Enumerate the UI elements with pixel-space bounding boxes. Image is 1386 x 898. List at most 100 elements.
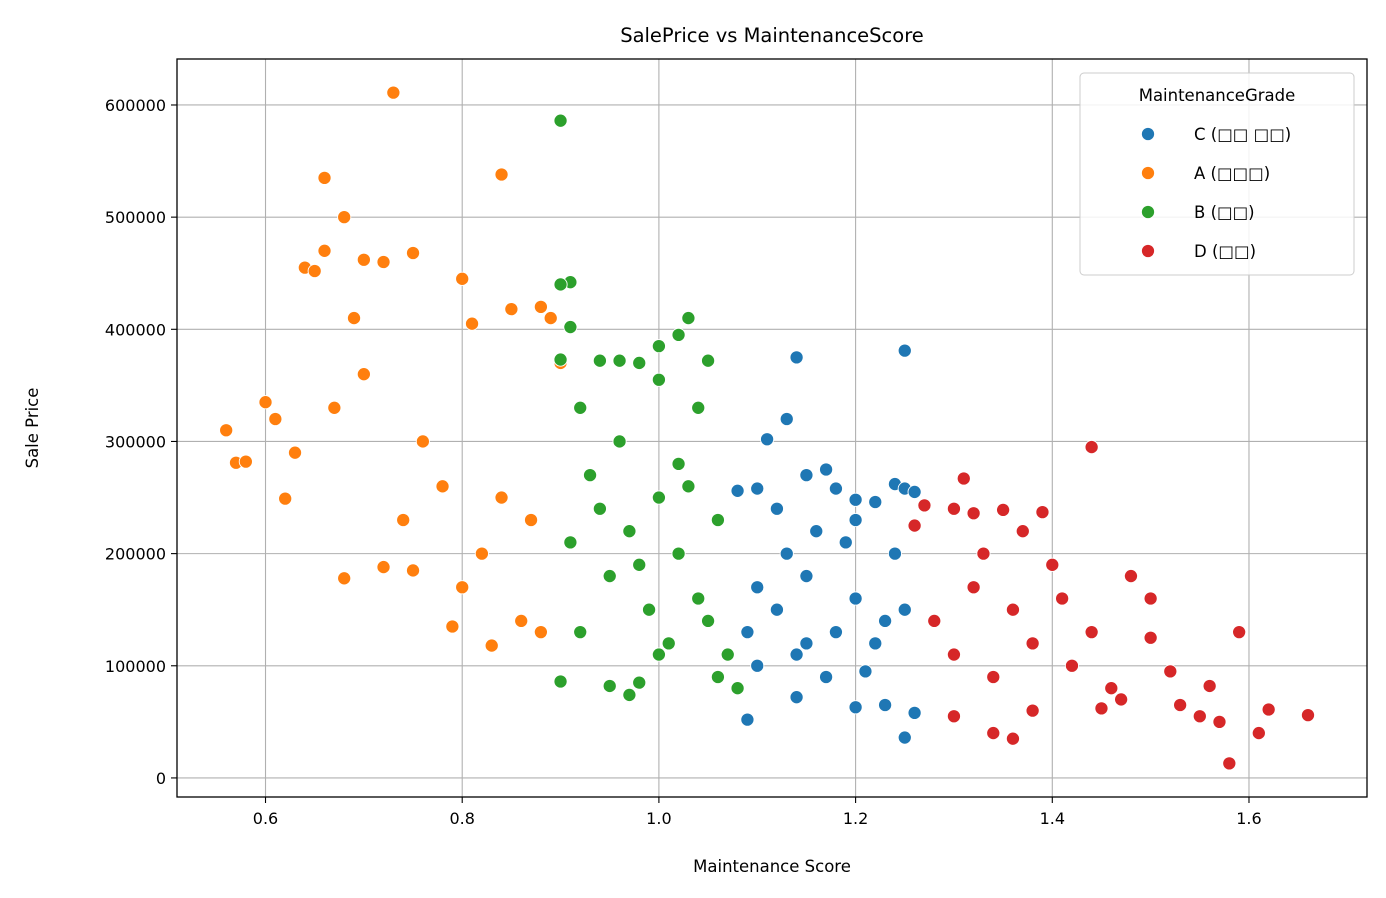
data-point xyxy=(1232,625,1247,640)
legend-items: C (□□ □□) A (□□□) B (□□) D (□□) xyxy=(1140,125,1291,261)
data-point xyxy=(966,580,981,595)
data-point xyxy=(317,243,332,258)
data-point xyxy=(1015,524,1030,539)
data-point xyxy=(691,591,706,606)
x-tick-label: 1.0 xyxy=(646,809,671,828)
data-point xyxy=(1143,630,1158,645)
y-tick-label: 500000 xyxy=(105,208,166,227)
data-point xyxy=(769,602,784,617)
data-point xyxy=(219,423,234,438)
data-point xyxy=(671,546,686,561)
data-point xyxy=(779,546,794,561)
data-point xyxy=(848,591,863,606)
data-point xyxy=(553,674,568,689)
data-point xyxy=(1055,591,1070,606)
legend-label: B (□□) xyxy=(1194,203,1255,222)
data-point xyxy=(356,252,371,267)
data-point xyxy=(563,320,578,335)
data-point xyxy=(740,625,755,640)
data-point xyxy=(730,681,745,696)
data-point xyxy=(897,343,912,358)
data-point xyxy=(435,479,450,494)
data-point xyxy=(691,400,706,415)
data-point xyxy=(1300,708,1316,723)
data-point xyxy=(622,524,637,539)
data-point xyxy=(661,636,676,651)
y-ticks: 0 100000 200000 300000 400000 500000 600000 xyxy=(105,96,177,788)
data-point xyxy=(907,518,922,533)
data-point xyxy=(553,352,568,367)
data-point xyxy=(632,557,647,572)
data-point xyxy=(750,580,765,595)
y-tick-label: 0 xyxy=(156,769,166,788)
data-point xyxy=(878,697,893,713)
data-point xyxy=(317,170,332,185)
data-point xyxy=(1005,602,1021,617)
data-points xyxy=(219,85,1316,771)
data-point xyxy=(455,271,470,286)
legend-marker xyxy=(1140,165,1156,181)
data-point xyxy=(573,400,588,415)
x-tick-label: 0.8 xyxy=(449,809,474,828)
x-tick-label: 1.4 xyxy=(1040,809,1065,828)
data-point xyxy=(848,512,863,528)
data-point xyxy=(553,113,568,128)
data-point xyxy=(740,712,755,727)
data-point xyxy=(533,299,548,314)
data-point xyxy=(779,411,794,427)
data-point xyxy=(1064,658,1080,673)
data-point xyxy=(583,468,598,483)
legend-title: MaintenanceGrade xyxy=(1139,86,1296,105)
data-point xyxy=(858,664,873,679)
legend-marker xyxy=(1140,243,1156,259)
data-point xyxy=(592,353,607,368)
data-point xyxy=(819,462,834,477)
data-point xyxy=(405,563,421,578)
data-point xyxy=(1192,709,1207,724)
legend-box xyxy=(1079,72,1355,276)
data-point xyxy=(907,484,922,499)
data-point xyxy=(455,580,470,595)
data-point xyxy=(376,254,391,270)
data-point xyxy=(799,468,814,483)
data-point xyxy=(592,501,607,516)
data-point xyxy=(632,355,647,370)
data-point xyxy=(1163,664,1178,679)
data-point xyxy=(523,512,539,528)
data-point xyxy=(1123,568,1139,584)
y-tick-label: 600000 xyxy=(105,96,166,115)
data-point xyxy=(760,432,775,447)
data-point xyxy=(238,454,253,469)
data-point xyxy=(789,690,804,705)
data-point xyxy=(819,669,834,685)
data-point xyxy=(976,546,991,561)
data-point xyxy=(445,619,460,634)
data-point xyxy=(602,568,617,584)
data-point xyxy=(415,434,430,449)
data-point xyxy=(287,445,303,460)
data-point xyxy=(828,481,843,496)
data-point xyxy=(897,730,912,745)
data-point xyxy=(337,571,352,586)
data-point xyxy=(789,350,804,365)
legend-label: A (□□□) xyxy=(1194,164,1270,183)
data-point xyxy=(346,311,362,326)
data-point xyxy=(956,471,971,486)
chart-title: SalePrice vs MaintenanceScore xyxy=(620,24,924,47)
data-point xyxy=(1143,591,1158,606)
data-point xyxy=(494,490,509,505)
data-point xyxy=(1005,731,1021,746)
data-point xyxy=(612,353,627,368)
data-point xyxy=(278,491,293,506)
data-point xyxy=(1035,505,1050,520)
x-axis-label: Maintenance Score xyxy=(693,857,851,876)
data-point xyxy=(1212,714,1227,729)
data-point xyxy=(602,678,617,694)
data-point xyxy=(405,245,421,261)
data-point xyxy=(907,705,922,720)
data-point xyxy=(651,647,666,662)
data-point xyxy=(828,625,843,640)
y-tick-label: 200000 xyxy=(105,545,166,564)
y-axis-label: Sale Price xyxy=(23,388,42,469)
